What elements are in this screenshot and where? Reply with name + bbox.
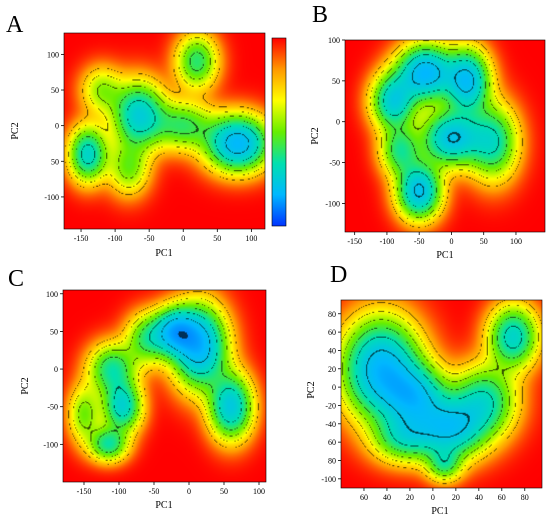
panel-d-xtick-label: 40: [383, 493, 391, 502]
panel-d-xtick-label: 60: [498, 493, 506, 502]
panel-c-xtick-label: 100: [253, 487, 265, 496]
panel-d-xtick-label: 20: [452, 493, 460, 502]
panel-d-ytick-label: 60: [328, 328, 336, 337]
panel-d-frame: [340, 299, 543, 489]
panel-d-xtick-label: 20: [406, 493, 414, 502]
panel-b-ylabel: PC2: [310, 127, 321, 144]
panel-c-yticks: 100 50 0 -50 -100: [43, 290, 63, 449]
panel-b-ytick-label: 100: [328, 36, 340, 45]
panel-d: D 60 40 20 0 20 40 60 80 80 60 40 20 0 -20 -40 60 80 -10…: [306, 262, 543, 517]
panel-b-heatmap-image: [345, 40, 545, 232]
panel-c-ytick-label: 50: [50, 327, 58, 336]
panel-b-xtick-label: -100: [380, 237, 395, 246]
panel-b-label: B: [312, 2, 328, 28]
panel-c-frame: [62, 289, 267, 483]
panel-b-yticks: 100 50 0 -50 -100: [325, 36, 345, 208]
colorbar-gradient: [272, 38, 286, 226]
panel-c-xtick-label: 50: [220, 487, 228, 496]
panel-a-xlabel: PC1: [155, 248, 172, 259]
panel-a-ytick-label: -100: [44, 193, 59, 202]
panel-d-ytick-label: -100: [321, 475, 336, 484]
panel-c-xtick-label: -150: [77, 487, 92, 496]
panel-c-xlabel: PC1: [155, 500, 172, 511]
panel-d-heatmap: [340, 299, 543, 489]
panel-c-heatmap-image: [63, 290, 266, 482]
panel-b-ytick-label: -100: [325, 199, 340, 208]
panel-a-ytick-label: 0: [55, 122, 59, 131]
panel-c-ytick-label: 0: [54, 365, 58, 374]
panel-c-xticks: -150 -100 -50 0 50 100: [77, 482, 265, 496]
panel-b-heatmap: [344, 39, 546, 233]
panel-a-ytick-label: 100: [47, 50, 59, 59]
panel-c: C -150 -100 -50 0 50 100 100 50 0 -50 -100 PC1 PC…: [8, 266, 267, 511]
panel-d-ytick-label: 80: [328, 456, 336, 465]
panel-d-xtick-label: 0: [431, 493, 435, 502]
panel-a-xtick-label: -50: [144, 234, 155, 243]
panel-b-xtick-label: 100: [510, 237, 522, 246]
panel-d-heatmap-image: [341, 300, 542, 488]
panel-a: A -150 -100 -50 0 50 100 100 50 0 50 -100 PC1 PC2: [6, 12, 287, 259]
panel-a-ytick-label: 50: [51, 157, 59, 166]
panel-b-ytick-label: 0: [336, 118, 340, 127]
panel-a-xticks: -150 -100 -50 0 50 100: [74, 229, 257, 243]
panel-d-ytick-label: 0: [332, 383, 336, 392]
panel-d-xtick-label: 60: [360, 493, 368, 502]
panel-c-label: C: [8, 266, 24, 292]
panel-a-xtick-label: -100: [108, 234, 123, 243]
panel-a-xtick-label: 100: [245, 234, 257, 243]
panel-b-xlabel: PC1: [436, 250, 453, 261]
panel-b-xtick-label: -50: [414, 237, 425, 246]
panel-c-xtick-label: -50: [149, 487, 160, 496]
panel-b: B -150 -100 -50 0 50 100 100 50 0 -50 -100 PC1 PC…: [310, 2, 546, 261]
panel-a-label: A: [6, 12, 24, 38]
panel-d-xtick-label: 80: [521, 493, 529, 502]
panel-a-xtick-label: 0: [181, 234, 185, 243]
panel-d-ylabel: PC2: [306, 381, 317, 398]
panel-b-ytick-label: -50: [329, 159, 340, 168]
panel-d-xtick-label: 40: [475, 493, 483, 502]
panel-a-ylabel: PC2: [10, 122, 21, 139]
panel-d-ytick-label: 40: [328, 346, 336, 355]
panel-d-ytick-label: 80: [328, 310, 336, 319]
panel-c-ylabel: PC2: [20, 377, 31, 394]
panel-d-label: D: [330, 262, 347, 288]
panel-b-xtick-label: -150: [347, 237, 362, 246]
panel-b-xtick-label: 0: [449, 237, 453, 246]
panel-d-ytick-label: -40: [325, 420, 336, 429]
panel-d-xlabel: PC1: [431, 506, 448, 517]
panel-d-xticks: 60 40 20 0 20 40 60 80: [360, 488, 529, 502]
panel-d-ytick-label: 20: [328, 365, 336, 374]
panel-a-colorbar: [271, 37, 287, 227]
panel-c-ytick-label: -100: [43, 440, 58, 449]
panel-a-xtick-label: -150: [74, 234, 89, 243]
panel-a-frame: [63, 32, 266, 230]
panel-c-xtick-label: -100: [112, 487, 127, 496]
panel-a-ytick-label: 50: [51, 86, 59, 95]
panel-d-ytick-label: -20: [325, 401, 336, 410]
panel-a-heatmap: [63, 32, 266, 230]
panel-a-heatmap-image: [64, 33, 265, 229]
colorbar-frame: [271, 37, 287, 227]
panel-d-yticks: 80 60 40 20 0 -20 -40 60 80 -100: [321, 310, 341, 484]
panel-b-xticks: -150 -100 -50 0 50 100: [347, 232, 522, 246]
panel-d-ytick-label: 60: [328, 438, 336, 447]
panel-c-ytick-label: -50: [47, 403, 58, 412]
panel-a-xtick-label: 50: [213, 234, 221, 243]
panel-c-heatmap: [62, 289, 267, 483]
panel-b-xtick-label: 50: [480, 237, 488, 246]
panel-b-ytick-label: 50: [332, 77, 340, 86]
panel-c-ytick-label: 100: [46, 290, 58, 299]
panel-c-xtick-label: 0: [187, 487, 191, 496]
panel-a-yticks: 100 50 0 50 -100: [44, 50, 64, 202]
panel-b-frame: [344, 39, 546, 233]
